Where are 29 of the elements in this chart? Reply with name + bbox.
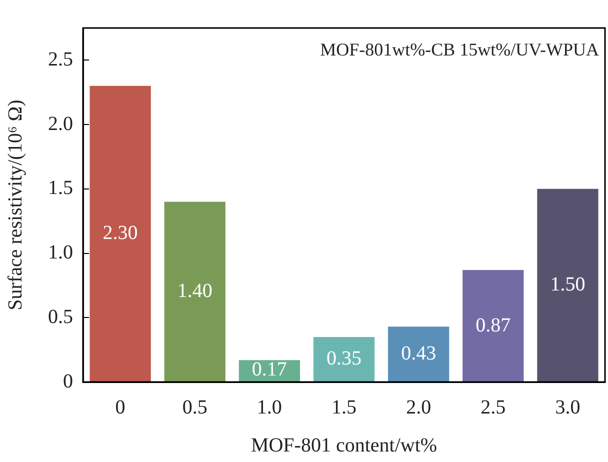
data-label: 0.87 — [476, 314, 511, 336]
y-tick-label: 1.5 — [48, 177, 73, 200]
x-axis-title: MOF-801 content/wt% — [250, 434, 438, 456]
data-label: 2.30 — [102, 222, 138, 244]
x-tick-label: 3.0 — [555, 396, 580, 418]
bar — [90, 86, 151, 382]
data-label: 0.43 — [401, 342, 436, 365]
y-axis-title: Surface resistivity/(10⁶ Ω) — [4, 100, 26, 310]
x-tick-label: 2.5 — [480, 396, 506, 418]
data-label: 0.17 — [252, 358, 287, 380]
bar — [388, 326, 450, 382]
y-tick-label: 0.5 — [48, 306, 73, 328]
x-tick-label: 0.5 — [182, 396, 208, 418]
x-tick-label: 1.0 — [256, 396, 282, 418]
x-tick-label: 0 — [115, 396, 126, 418]
data-label: 0.35 — [326, 348, 362, 370]
bar — [537, 188, 598, 382]
data-label: 1.50 — [550, 274, 586, 296]
y-tick-label: 2.5 — [48, 48, 73, 70]
y-tick-label: 0 — [63, 370, 73, 392]
bar — [462, 270, 524, 382]
data-label: 1.40 — [177, 280, 212, 302]
y-tick-label: 1.0 — [48, 242, 73, 264]
x-tick-label: 1.5 — [332, 396, 356, 418]
y-tick-label: 2.0 — [48, 112, 73, 135]
bar — [313, 336, 375, 382]
bar — [164, 202, 226, 382]
x-tick-label: 2.0 — [406, 396, 432, 418]
annotation: MOF-801wt%-CB 15wt%/UV-WPUA — [320, 40, 599, 60]
